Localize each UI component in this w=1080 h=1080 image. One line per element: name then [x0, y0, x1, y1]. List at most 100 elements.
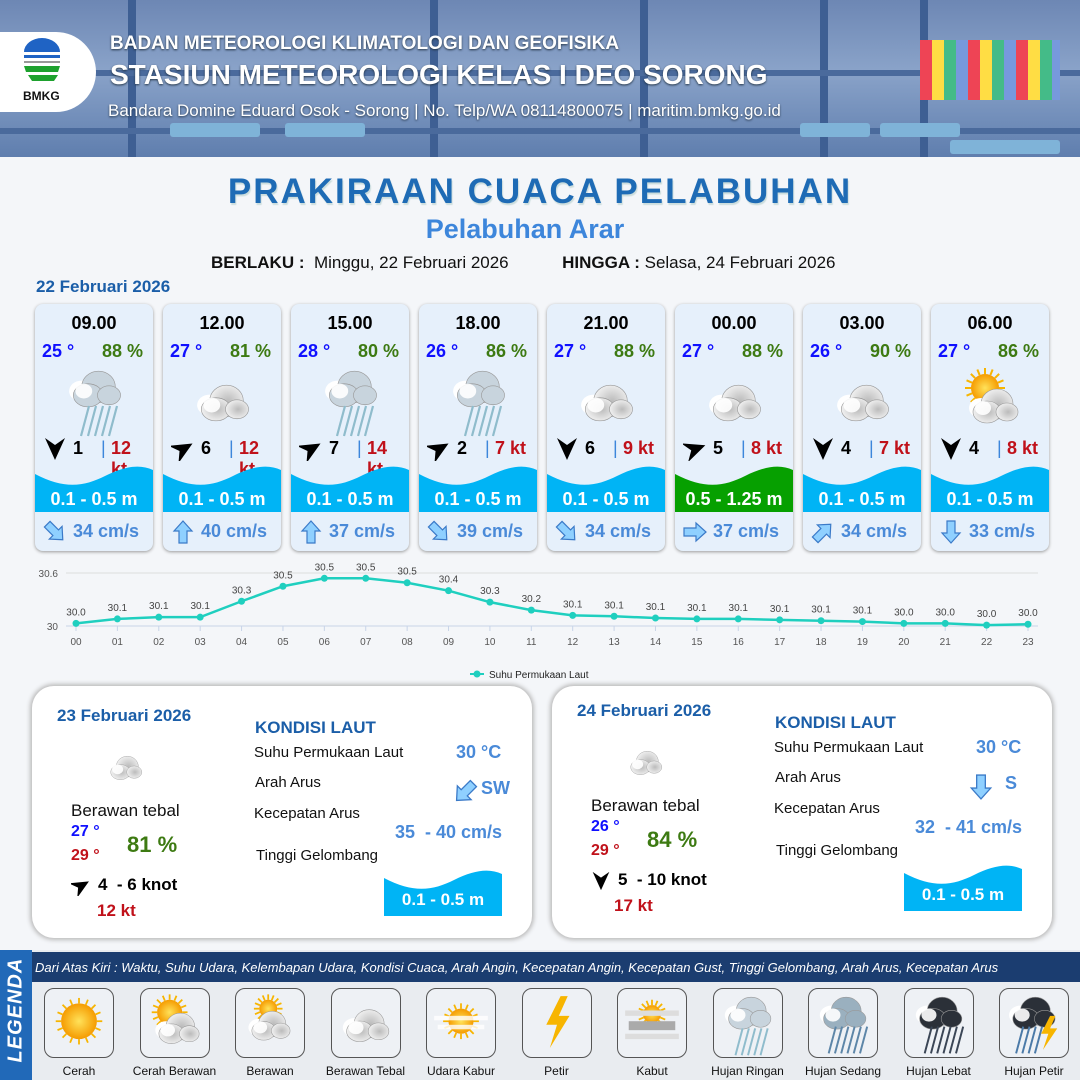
separator: | — [357, 438, 362, 458]
berawan-tebal-weather-icon — [827, 362, 899, 438]
data-point[interactable] — [983, 621, 991, 629]
data-label: 30.5 — [397, 567, 417, 578]
data-point[interactable] — [569, 611, 577, 619]
wind-direction-icon — [555, 437, 579, 461]
data-label: 30.1 — [811, 605, 831, 616]
wind-row: 7 | 14 kt — [296, 436, 403, 479]
x-tick-label: 10 — [484, 637, 496, 648]
chart-legend[interactable]: Suhu Permukaan Laut — [470, 670, 589, 681]
data-point[interactable] — [72, 619, 80, 627]
forecast-card: 12.00 27 ° 81 % 6 | 12 kt 0.1 - 0.5 m 40 c… — [163, 304, 281, 551]
gust-speed: 7 kt — [495, 438, 527, 458]
page-title: PRAKIRAAN CUACA PELABUHAN — [227, 172, 853, 211]
data-point[interactable] — [651, 614, 659, 622]
logo-text: BMKG — [23, 89, 60, 103]
gust-speed: 8 kt — [1007, 438, 1039, 458]
header-banner: BMKG BADAN METEOROLOGI KLIMATOLOGI DAN G… — [0, 0, 1080, 157]
forecast-time: 15.00 — [327, 313, 373, 333]
data-point[interactable] — [113, 615, 121, 623]
wave-height-band: 0.1 - 0.5 m — [163, 462, 281, 512]
legend-label: Udara Kabur — [426, 1064, 496, 1078]
data-point[interactable] — [610, 612, 618, 620]
x-tick-label: 05 — [277, 637, 289, 648]
data-point[interactable] — [941, 619, 949, 627]
data-point[interactable] — [320, 574, 328, 582]
data-label: 30.1 — [190, 601, 210, 612]
data-label: 30.3 — [232, 585, 252, 596]
humidity: 81 % — [127, 832, 178, 857]
data-point[interactable] — [693, 615, 701, 623]
org-name: BADAN METEOROLOGI KLIMATOLOGI DAN GEOFIS… — [110, 33, 620, 54]
humidity: 86 % — [485, 341, 527, 361]
forecast-time: 21.00 — [583, 313, 629, 333]
wave-height: 0.1 - 0.5 m — [434, 489, 522, 509]
panel-date: 24 Februari 2026 — [577, 701, 712, 720]
data-point[interactable] — [776, 616, 784, 624]
wave-height: 0.1 - 0.5 m — [178, 489, 266, 509]
x-tick-label: 03 — [195, 637, 207, 648]
current-speed: 33 cm/s — [969, 521, 1036, 541]
x-tick-label: 15 — [691, 637, 703, 648]
kabut-legend-icon — [617, 988, 687, 1058]
x-tick-label: 14 — [650, 637, 662, 648]
data-point[interactable] — [196, 613, 204, 621]
data-label: 30.1 — [729, 603, 749, 614]
air-temperature: 27 ° — [170, 341, 203, 361]
forecast-time: 06.00 — [967, 313, 1013, 333]
data-point[interactable] — [238, 597, 246, 605]
data-point[interactable] — [445, 587, 453, 595]
data-point[interactable] — [486, 598, 494, 606]
wind-speed: 6 — [585, 438, 596, 458]
sst-value: 30 °C — [456, 742, 502, 762]
hujan-petir-legend-icon — [999, 988, 1069, 1058]
data-point[interactable] — [527, 606, 535, 614]
wave-height-label: Tinggi Gelombang — [776, 842, 899, 859]
wind-row: 6 | 9 kt — [553, 436, 659, 462]
data-point[interactable] — [734, 615, 742, 623]
wind-row: 4 | 7 kt — [809, 436, 915, 462]
x-tick-label: 11 — [526, 637, 537, 648]
wind-speed-range: 4 - 6 knot — [98, 875, 178, 894]
current-speed: 34 cm/s — [585, 521, 652, 541]
data-point[interactable] — [817, 617, 825, 625]
x-tick-label: 19 — [857, 637, 869, 648]
data-point[interactable] — [362, 574, 370, 582]
forecast-time: 03.00 — [839, 313, 885, 333]
current-row: 34 cm/s — [809, 519, 919, 545]
contact-info: Bandara Domine Eduard Osok - Sorong | No… — [108, 101, 781, 120]
wave-height: 0.1 - 0.5 m — [562, 489, 650, 509]
current-speed: 40 cm/s — [201, 521, 268, 541]
wave-height-band: 0.1 - 0.5 m — [547, 462, 665, 512]
air-temperature: 27 ° — [554, 341, 587, 361]
data-point[interactable] — [279, 582, 287, 590]
x-tick-label: 16 — [733, 637, 745, 648]
separator: | — [613, 438, 618, 458]
wind-speed: 7 — [329, 438, 340, 458]
x-tick-label: 06 — [319, 637, 331, 648]
sst-chart: 30.6 30 00 30.0 01 30.1 02 30.1 03 30.1 04 30.3 05 30… — [39, 562, 1039, 681]
current-direction-arrow-icon — [811, 520, 835, 544]
data-point[interactable] — [403, 579, 411, 587]
from-value: Minggu, 22 Februari 2026 — [313, 253, 509, 272]
x-tick-label: 22 — [981, 637, 993, 648]
wind-direction-icon — [168, 437, 195, 464]
min-temperature: 26 ° — [591, 818, 620, 835]
current-direction-arrow-icon — [683, 520, 707, 544]
data-point[interactable] — [858, 618, 866, 626]
hujan-sedang-legend-icon — [808, 988, 878, 1058]
gust-speed: 7 kt — [879, 438, 911, 458]
current-speed: 37 cm/s — [329, 521, 396, 541]
current-direction-arrow-icon — [555, 520, 579, 544]
current-row: 39 cm/s — [425, 519, 535, 545]
wind-direction-icon — [591, 871, 611, 891]
forecast-time: 18.00 — [455, 313, 501, 333]
data-label: 30.1 — [770, 604, 790, 615]
separator: | — [869, 438, 874, 458]
data-point[interactable] — [1024, 620, 1032, 628]
weather-condition: Berawan tebal — [71, 801, 180, 820]
data-point[interactable] — [155, 613, 163, 621]
data-point[interactable] — [900, 619, 908, 627]
legend-description: Dari Atas Kiri : Waktu, Suhu Udara, Kele… — [35, 960, 999, 975]
legend-label: Hujan Petir — [1004, 1064, 1064, 1078]
berawan-legend-icon — [235, 988, 305, 1058]
